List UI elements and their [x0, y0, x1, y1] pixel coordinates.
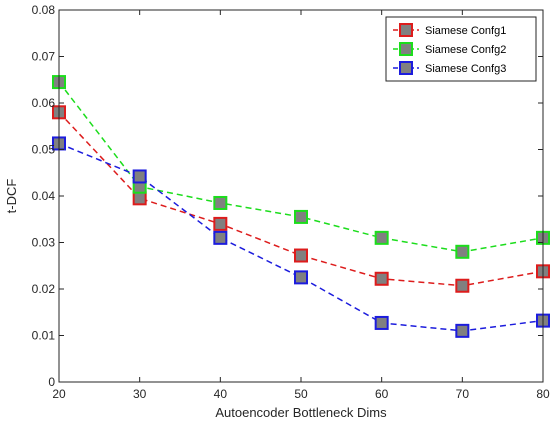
x-tick-label: 80 [536, 387, 550, 401]
x-tick-label: 30 [133, 387, 147, 401]
axes-layer: 20 30 40 50 60 70 80 0 0.01 0.02 0.03 0.04 0.05 0.06 0… [32, 3, 550, 401]
series-layer [52, 75, 550, 338]
series-1-point [374, 271, 389, 286]
y-tick-label: 0.01 [32, 329, 56, 343]
series-2-point [294, 209, 308, 224]
x-tick-label: 40 [214, 387, 228, 401]
legend: Siamese Confg1 Siamese Confg2 Siamese Conf… [385, 16, 537, 82]
x-tick-label: 60 [375, 387, 389, 401]
series-1-point [455, 278, 470, 293]
y-tick-label: 0.08 [32, 3, 56, 17]
x-axis-label: Autoencoder Bottleneck Dims [215, 405, 387, 420]
series-3-point [213, 230, 228, 245]
legend-label-3: Siamese Confg3 [425, 63, 506, 75]
series-3-point [455, 323, 470, 338]
legend-marker-1 [399, 23, 413, 37]
y-tick-label: 0.06 [32, 96, 56, 110]
legend-marker-3 [399, 61, 413, 75]
series-3-point [294, 270, 308, 285]
legend-marker-2 [399, 42, 413, 56]
legend-label-2: Siamese Confg2 [425, 44, 506, 56]
x-tick-label: 50 [294, 387, 308, 401]
series-1-point [213, 216, 228, 231]
y-tick-label: 0.07 [32, 50, 56, 64]
y-tick-label: 0.02 [32, 282, 56, 296]
series-3-point [374, 315, 389, 330]
series-1-point [294, 248, 308, 263]
series-2-point [374, 230, 389, 245]
x-tick-label: 20 [52, 387, 66, 401]
x-tick-label: 70 [456, 387, 470, 401]
series-1-point [132, 191, 147, 206]
y-tick-label: 0.04 [32, 189, 56, 203]
y-tick-label: 0 [48, 375, 55, 389]
y-tick-label: 0.03 [32, 236, 56, 250]
y-tick-label: 0.05 [32, 143, 56, 157]
y-axis-label: t-DCF [4, 179, 19, 214]
series-2-point [455, 244, 470, 259]
legend-label-1: Siamese Confg1 [425, 25, 506, 37]
series-3-point [132, 169, 147, 184]
series-2-point [213, 195, 228, 210]
